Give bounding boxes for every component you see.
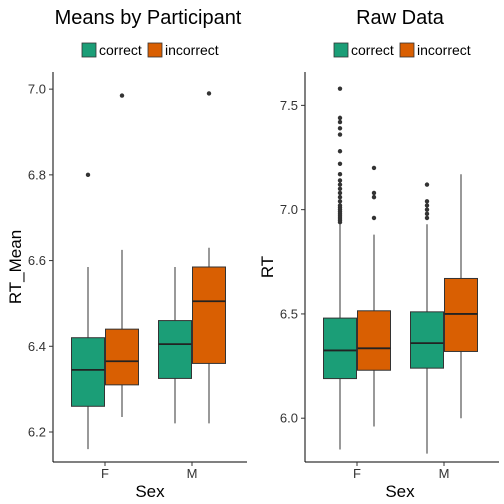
outlier-point — [337, 86, 343, 91]
outlier-point — [337, 119, 343, 125]
legend-label-correct: correct — [351, 42, 394, 58]
x-ticks: F M — [101, 462, 197, 481]
outlier-point — [85, 172, 91, 178]
boxplot-incorrect-F — [105, 93, 139, 417]
legend-label-incorrect: incorrect — [165, 42, 219, 58]
boxplot-incorrect-F — [357, 165, 391, 427]
x-tick-label: M — [187, 466, 198, 481]
boxplot-incorrect-M — [192, 91, 226, 424]
outlier-point — [424, 199, 430, 204]
y-tick-label: 6.0 — [280, 411, 298, 426]
outlier-point — [371, 165, 377, 171]
y-tick-label: 7.0 — [280, 202, 298, 217]
x-ticks: F M — [353, 462, 449, 481]
outlier-point — [424, 203, 430, 208]
box — [323, 317, 357, 380]
y-ticks: 6.2 6.4 6.6 6.8 7.0 — [28, 82, 53, 440]
outlier-point — [337, 194, 343, 200]
y-tick-label: 6.4 — [28, 339, 46, 354]
outlier-point — [119, 93, 125, 98]
box — [71, 337, 105, 407]
outlier-point — [337, 171, 343, 177]
boxplot-correct-M — [410, 182, 444, 454]
y-axis-label: RT — [258, 256, 277, 278]
chart-title: Raw Data — [356, 7, 445, 29]
panel-means-by-participant: Means by Participant correct incorrect 6… — [6, 7, 247, 501]
legend: correct incorrect — [81, 42, 219, 58]
outlier-point — [337, 186, 343, 191]
legend-key-correct — [333, 42, 349, 58]
y-ticks: 6.0 6.5 7.0 7.5 — [280, 98, 305, 426]
outlier-point — [337, 199, 343, 204]
chart-title: Means by Participant — [55, 7, 242, 29]
box — [444, 277, 478, 352]
outlier-point — [337, 132, 343, 137]
y-tick-label: 7.0 — [28, 82, 46, 97]
boxplot-correct-F — [323, 86, 357, 450]
panel-raw-data: Raw Data correct incorrect 6.0 6.5 7.0 7… — [258, 7, 499, 501]
box — [410, 311, 444, 369]
legend-label-incorrect: incorrect — [417, 42, 471, 58]
box — [357, 310, 391, 371]
outlier-point — [337, 149, 343, 154]
legend-key-incorrect — [399, 42, 415, 58]
y-tick-label: 6.6 — [28, 253, 46, 268]
outlier-point — [424, 207, 430, 212]
outlier-point — [424, 182, 430, 187]
outlier-point — [337, 178, 343, 183]
outlier-point — [371, 194, 377, 200]
outlier-point — [206, 91, 212, 96]
y-tick-label: 6.2 — [28, 425, 46, 440]
x-axis-label: Sex — [385, 482, 415, 501]
boxplot-correct-M — [158, 267, 192, 424]
box — [192, 266, 226, 364]
boxplot-correct-F — [71, 172, 105, 450]
outlier-point — [337, 161, 343, 166]
outlier-point — [424, 215, 430, 221]
legend: correct incorrect — [333, 42, 471, 58]
boxplot-incorrect-M — [444, 174, 478, 419]
outlier-point — [371, 190, 377, 196]
legend-label-correct: correct — [99, 42, 142, 58]
x-axis-label: Sex — [135, 482, 165, 501]
boxplots — [323, 86, 478, 454]
x-tick-label: M — [439, 466, 450, 481]
outlier-point — [337, 203, 343, 208]
x-tick-label: F — [101, 466, 109, 481]
y-tick-label: 7.5 — [280, 98, 298, 113]
legend-key-incorrect — [147, 42, 163, 58]
x-tick-label: F — [353, 466, 361, 481]
y-tick-label: 6.8 — [28, 167, 46, 182]
outlier-point — [371, 215, 377, 221]
box — [105, 328, 139, 386]
outlier-point — [337, 182, 343, 187]
outlier-point — [424, 211, 430, 217]
outlier-point — [337, 190, 343, 196]
legend-key-correct — [81, 42, 97, 58]
y-tick-label: 6.5 — [280, 306, 298, 321]
outlier-point — [337, 126, 343, 131]
boxplots — [71, 91, 226, 450]
y-axis-label: RT_Mean — [6, 230, 25, 304]
box — [158, 320, 192, 379]
outlier-point — [337, 115, 343, 121]
